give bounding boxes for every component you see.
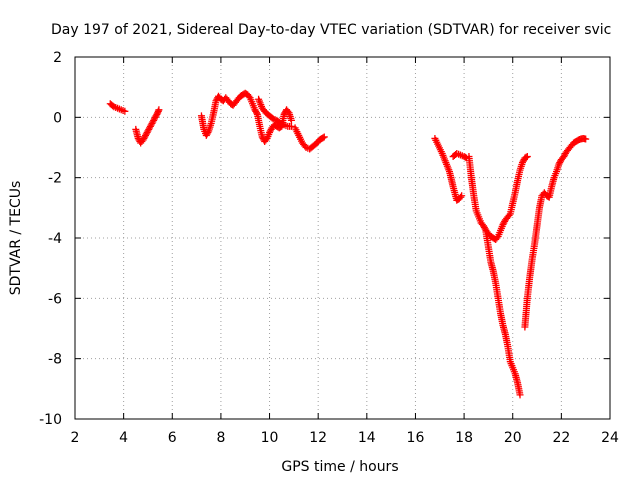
x-tick-label: 2 [71, 430, 80, 446]
data-point [516, 391, 524, 399]
data-point [251, 106, 259, 114]
data-point [458, 192, 466, 200]
x-tick-label: 20 [504, 430, 522, 446]
data-point [287, 116, 295, 124]
data-point [149, 118, 157, 126]
data-point [142, 131, 150, 139]
data-point [518, 159, 526, 167]
y-tick-label: -2 [48, 171, 62, 187]
data-point [519, 157, 527, 165]
data-point [480, 223, 488, 231]
data-point [139, 136, 147, 144]
data-point [252, 107, 260, 115]
data-point [560, 153, 568, 161]
data-point [145, 125, 153, 133]
data-point [556, 159, 564, 167]
data-point [561, 151, 569, 159]
chart-title: Day 197 of 2021, Sidereal Day-to-day VTE… [51, 22, 611, 38]
y-tick-label: 2 [53, 50, 62, 66]
data-point [148, 119, 156, 127]
data-point [505, 211, 513, 219]
data-point [555, 160, 563, 168]
y-tick-label: -10 [39, 412, 62, 428]
axis-ticks [74, 56, 611, 420]
x-tick-label: 18 [455, 430, 473, 446]
x-tick-label: 4 [119, 430, 128, 446]
data-point [150, 116, 158, 124]
x-tick-label: 12 [309, 430, 327, 446]
data-point [266, 128, 274, 136]
data-point [287, 122, 295, 130]
data-point [523, 153, 531, 161]
data-point [499, 220, 507, 228]
data-point [143, 128, 151, 136]
data-point [266, 127, 274, 135]
data-point [142, 130, 150, 138]
data-point [461, 153, 469, 161]
x-axis-label: GPS time / hours [281, 459, 398, 475]
data-point [155, 106, 163, 114]
x-tick-label: 24 [601, 430, 619, 446]
data-point [320, 133, 328, 141]
data-point [245, 92, 253, 100]
y-tick-label: -4 [48, 231, 62, 247]
data-point [146, 124, 154, 132]
data-point [151, 113, 159, 121]
data-point [253, 109, 261, 117]
data-point [262, 136, 270, 144]
data-point [500, 219, 508, 227]
x-tick-label: 10 [261, 430, 279, 446]
x-tick-label: 14 [358, 430, 376, 446]
y-tick-label: -6 [48, 291, 62, 307]
x-tick-label: 8 [216, 430, 225, 446]
data-point [204, 128, 212, 136]
data-point [582, 135, 590, 143]
data-point [146, 122, 154, 130]
data-point [456, 193, 464, 201]
data-series [106, 89, 590, 399]
data-point [493, 234, 501, 242]
y-axis-label: SDTVAR / TECUs [8, 181, 24, 296]
data-point [203, 130, 211, 138]
data-point [121, 107, 129, 115]
data-point [319, 134, 327, 142]
data-point [140, 134, 148, 142]
data-point [144, 127, 152, 135]
tick-labels: 2 4 6 8 10 12 14 16 18 20 22 24-10-8-6-4-202 [39, 50, 619, 446]
x-tick-label: 16 [407, 430, 425, 446]
data-point [202, 131, 210, 139]
data-point [150, 115, 158, 123]
data-point [212, 97, 220, 105]
y-tick-label: -8 [48, 352, 62, 368]
data-point [147, 121, 155, 129]
data-point [153, 110, 161, 118]
data-point [522, 153, 530, 161]
data-point [141, 133, 149, 141]
x-tick-label: 22 [552, 430, 570, 446]
y-tick-label: 0 [53, 110, 62, 126]
data-point [152, 112, 160, 120]
data-point [480, 222, 488, 230]
x-tick-label: 6 [168, 430, 177, 446]
